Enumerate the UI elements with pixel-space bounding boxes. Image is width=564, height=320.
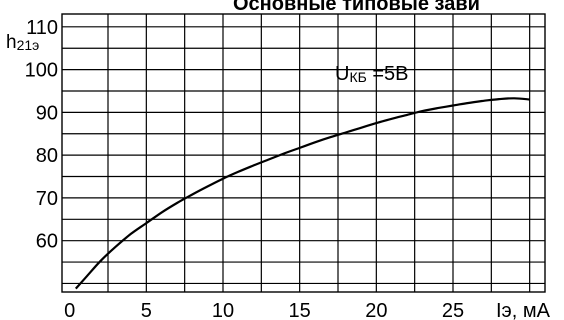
x-tick-labels: 0 5 10 15 20 25: [64, 300, 464, 320]
y-axis-label-main: h: [6, 32, 17, 53]
chart-title: Основные типовые зави: [233, 0, 480, 15]
y-axis-label-sub: 21э: [17, 37, 40, 53]
plot-frame: [61, 13, 546, 293]
grid: [62, 14, 545, 292]
y-tick-labels: 60 70 80 90 100 110: [25, 17, 58, 253]
y-axis-label: h21э: [6, 32, 39, 53]
series-line: [74, 97, 530, 290]
annotation-rest: =5В: [367, 63, 409, 85]
y-tick-label: 100: [25, 60, 58, 82]
annotation-sub: КБ: [349, 69, 366, 85]
y-tick-label: 80: [36, 145, 58, 167]
y-tick-label: 110: [26, 17, 58, 39]
y-tick-label: 70: [36, 188, 58, 210]
x-tick-label: 0: [64, 300, 75, 320]
x-tick-label: 25: [442, 300, 464, 320]
annotation-main: U: [335, 63, 349, 85]
y-tick-label: 60: [36, 231, 58, 253]
x-axis-label: Iэ, мА: [496, 300, 551, 320]
x-tick-label: 20: [365, 300, 387, 320]
x-tick-label: 15: [289, 300, 311, 320]
y-tick-label: 90: [36, 102, 58, 124]
x-tick-label: 10: [212, 300, 234, 320]
condition-annotation: UКБ =5В: [335, 63, 409, 85]
x-tick-label: 5: [141, 300, 152, 320]
